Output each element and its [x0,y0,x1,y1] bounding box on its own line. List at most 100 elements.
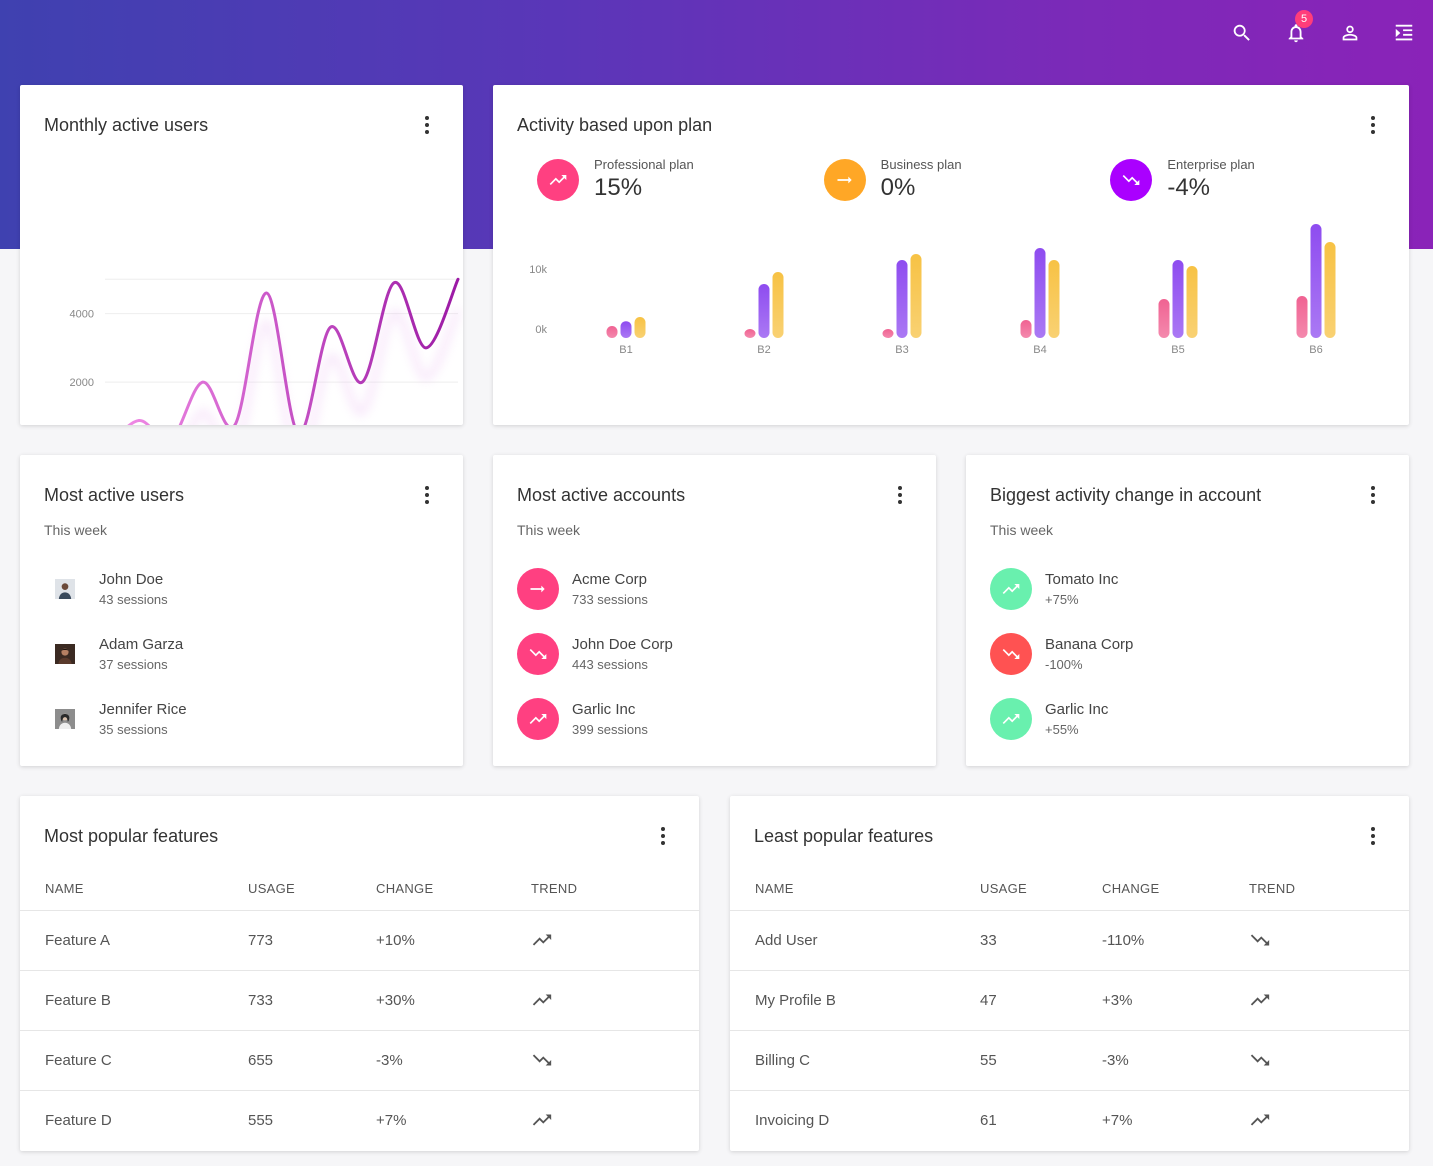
least-popular-features-card: Least popular features NAME USAGE CHANGE… [730,796,1409,1151]
column-header[interactable]: CHANGE [1102,881,1160,897]
list-item[interactable]: Acme Corp 733 sessions [517,556,673,621]
y-tick-label: 2000 [70,377,94,389]
trending-up-icon [549,174,567,185]
list-item[interactable]: Jennifer Rice 35 sessions [44,686,187,751]
list-item[interactable]: Adam Garza 37 sessions [44,621,187,686]
bar-B5-0[interactable] [1158,299,1170,338]
avatar-photo-icon [55,708,75,729]
feature-usage: 733 [248,969,376,1030]
feature-change: +10% [376,909,531,970]
more-options-button[interactable] [417,485,437,505]
feature-name: Feature B [20,969,248,1030]
x-tick-label: B1 [619,344,632,356]
plan-bar-chart: 10k 0k B1 B2 B3 B4 B5 B6 [529,224,1336,356]
more-options-button[interactable] [890,485,910,505]
column-header[interactable]: USAGE [980,881,1028,897]
trending-up-icon [1250,994,1270,1006]
table-row[interactable]: Invoicing D 61 +7% [730,1089,1409,1150]
card-title: Biggest activity change in account [990,485,1262,505]
trending-up-icon [1002,713,1020,724]
feature-trend [1249,969,1409,1030]
bar-B3-1[interactable] [896,260,908,338]
bar-B6-0[interactable] [1296,296,1308,338]
bar-B6-1[interactable] [1310,224,1322,338]
user-name: John Doe [99,570,164,588]
bar-B5-2[interactable] [1186,266,1198,338]
trending-down-icon [1250,1054,1270,1066]
y-tick-label: 0k [535,324,547,336]
search-button[interactable] [1227,18,1257,48]
card-title: Most popular features [44,826,219,846]
most-popular-features-card: Most popular features NAME USAGE CHANGE … [20,796,699,1151]
bar-B3-2[interactable] [910,254,922,338]
bar-B1-2[interactable] [634,317,646,338]
card-subtitle: This week [44,522,108,538]
plan-value: 15% [594,174,643,201]
feature-trend [531,1089,699,1150]
account-sessions: 733 sessions [572,591,648,607]
feature-trend [1249,1089,1409,1150]
list-item[interactable]: Banana Corp -100% [990,621,1133,686]
bar-B3-0[interactable] [882,329,894,338]
bar-B2-0[interactable] [744,329,756,338]
table-row[interactable]: Billing C 55 -3% [730,1029,1409,1090]
x-tick-label: B3 [895,344,908,356]
list-item[interactable]: Garlic Inc +55% [990,686,1133,751]
account-button[interactable] [1335,18,1365,48]
card-title: Activity based upon plan [517,115,713,135]
bar-B1-1[interactable] [620,321,632,338]
more-options-button[interactable] [1363,826,1383,846]
column-header[interactable]: TREND [1249,881,1296,897]
menu-icon [1395,24,1413,41]
column-header[interactable]: NAME [755,881,794,897]
feature-name: Billing C [730,1029,980,1090]
feature-trend [531,909,699,970]
list-item[interactable]: Garlic Inc 399 sessions [517,686,673,751]
feature-name: Feature D [20,1089,248,1150]
search-icon [1233,24,1250,41]
bar-B2-2[interactable] [772,272,784,338]
plan-icon-circle [823,158,866,201]
more-options-button[interactable] [1363,485,1383,505]
table-row[interactable]: Add User 33 -110% [730,909,1409,970]
column-header[interactable]: TREND [531,881,578,897]
bar-B2-1[interactable] [758,284,770,338]
table-row[interactable]: Feature A 773 +10% [20,909,699,970]
feature-usage: 33 [980,909,1102,970]
bar-B4-1[interactable] [1034,248,1046,338]
user-list: John Doe 43 sessions Adam Garza 37 session… [44,556,187,751]
card-title: Most active users [44,485,185,505]
table-header-row: NAME USAGE CHANGE TREND [730,868,1409,910]
feature-change: +30% [376,969,531,1030]
column-header[interactable]: USAGE [248,881,296,897]
most-active-accounts-card: Most active accounts This week Acme Corp… [493,455,936,766]
avatar [44,568,86,610]
card-title: Monthly active users [44,115,209,135]
bar-B4-0[interactable] [1020,320,1032,338]
list-item[interactable]: Tomato Inc +75% [990,556,1133,621]
bar-B1-0[interactable] [606,326,618,338]
table-row[interactable]: My Profile B 47 +3% [730,969,1409,1030]
table-header-row: NAME USAGE CHANGE TREND [20,868,699,910]
menu-button[interactable] [1389,18,1419,48]
more-options-button[interactable] [417,115,437,135]
bar-B4-2[interactable] [1048,260,1060,338]
avatar [44,698,86,740]
table-row[interactable]: Feature B 733 +30% [20,969,699,1030]
table-row[interactable]: Feature C 655 -3% [20,1029,699,1090]
table-row[interactable]: Feature D 555 +7% [20,1089,699,1150]
list-item[interactable]: John Doe 43 sessions [44,556,187,621]
x-tick-label: B6 [1309,344,1322,356]
more-options-button[interactable] [1363,115,1383,135]
feature-change: -110% [1102,909,1249,970]
account-list: Acme Corp 733 sessions John Doe Corp 443 s… [517,556,673,751]
plan-business: Business plan 0% [823,157,1111,202]
bar-B6-2[interactable] [1324,242,1336,338]
account-icon-circle [517,567,559,610]
more-options-button[interactable] [653,826,673,846]
bar-B5-1[interactable] [1172,260,1184,338]
notifications-button[interactable]: 5 [1281,10,1313,48]
column-header[interactable]: NAME [45,881,84,897]
list-item[interactable]: John Doe Corp 443 sessions [517,621,673,686]
column-header[interactable]: CHANGE [376,881,434,897]
